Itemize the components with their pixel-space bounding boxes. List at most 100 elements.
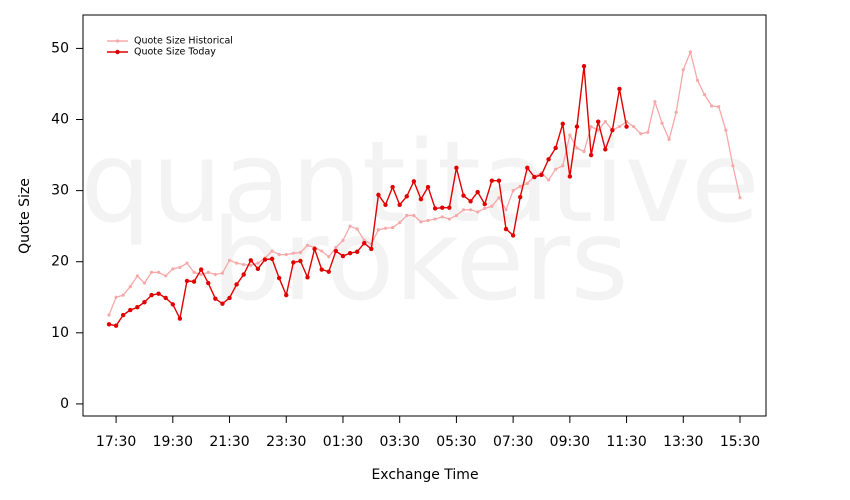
point [617,125,622,129]
point [561,164,565,168]
point [504,208,508,212]
x-tick-label: 05:30 [436,434,476,450]
point [398,221,402,225]
point [503,226,509,232]
point [554,167,558,171]
legend-label: Quote Size Today [134,47,216,58]
point [298,250,303,255]
y-axis-title: Quote Size [17,178,33,254]
point [107,313,111,317]
point [603,120,607,124]
point [610,127,615,133]
y-tick-label: 0 [60,396,69,412]
point [461,193,466,198]
point [376,228,381,232]
point [291,251,295,255]
point [277,253,281,257]
watermark: quantitative [80,118,760,248]
point [603,147,608,152]
point [354,249,360,254]
point [688,50,692,54]
point [447,205,452,210]
x-tick-label: 23:30 [266,434,306,450]
point [213,296,218,301]
point [334,245,338,250]
point [341,238,345,242]
x-tick-label: 07:30 [493,434,533,450]
point [156,291,161,296]
point [157,270,161,274]
point [582,149,586,154]
point [235,261,239,265]
legend-swatch [115,39,120,43]
point [731,164,735,168]
point [242,262,246,267]
point [369,246,374,252]
point [525,165,530,171]
point [575,146,579,150]
point [560,121,565,126]
point [312,246,317,252]
point [496,178,502,183]
point [475,189,480,195]
point [135,274,139,278]
point [710,104,714,108]
point [532,174,537,180]
point [596,119,601,124]
point [256,261,260,265]
point [539,172,544,178]
point [249,263,253,267]
y-tick-label: 50 [51,40,69,56]
point [639,132,643,136]
x-tick-label: 13:30 [663,434,703,450]
point [588,152,594,158]
point [270,249,274,253]
point [418,196,424,202]
point [447,217,451,221]
point [320,249,324,253]
x-tick-label: 11:30 [606,434,646,450]
point [170,302,176,307]
x-tick-label: 21:30 [209,434,249,450]
point [596,128,600,132]
point [227,295,232,301]
point [163,295,168,301]
point [135,305,140,310]
point [241,272,246,277]
point [425,184,431,190]
point [376,192,381,198]
y-tick-label: 10 [51,325,69,341]
point [199,272,203,277]
point [327,255,331,259]
point [206,270,210,274]
x-tick-label: 09:30 [550,434,590,450]
point [440,215,444,219]
point [184,278,190,284]
point [383,202,388,208]
point [518,184,522,188]
point [291,260,296,265]
point [177,316,183,321]
point [213,272,217,277]
point [114,295,118,299]
legend-label: Quote Size Historical [134,36,233,47]
point [142,300,147,305]
watermark: brokers [211,196,628,326]
point [632,125,636,129]
point [185,261,189,265]
point [412,213,416,218]
point [426,218,430,223]
point [347,250,353,256]
x-tick-label: 01:30 [323,434,363,450]
point [674,110,678,115]
point [198,267,204,272]
point [171,267,175,271]
point [490,204,494,208]
point [553,145,558,151]
point [340,253,346,259]
point [276,275,282,281]
plot-frame [82,14,767,417]
point [284,253,288,257]
point [411,179,417,184]
